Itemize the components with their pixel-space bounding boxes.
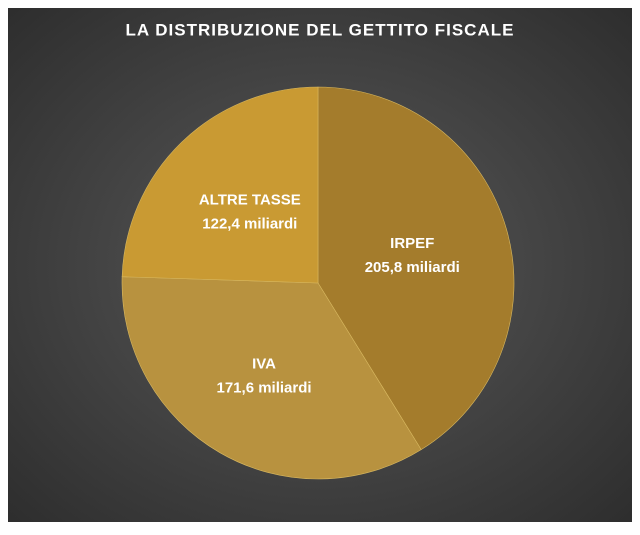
- pie-slice: [121, 86, 319, 284]
- slice-label: IRPEF: [390, 235, 434, 252]
- slice-label: ALTRE TASSE: [199, 192, 301, 209]
- chart-title: LA DISTRIBUZIONE DEL GETTITO FISCALE: [126, 20, 515, 39]
- slice-label: IVA: [252, 355, 276, 372]
- slice-value-label: 205,8 miliardi: [365, 259, 460, 276]
- slice-value-label: 122,4 miliardi: [202, 216, 297, 233]
- pie-slice: [317, 86, 515, 451]
- slice-value-label: 171,6 miliardi: [217, 379, 312, 396]
- pie-slice: [121, 276, 422, 480]
